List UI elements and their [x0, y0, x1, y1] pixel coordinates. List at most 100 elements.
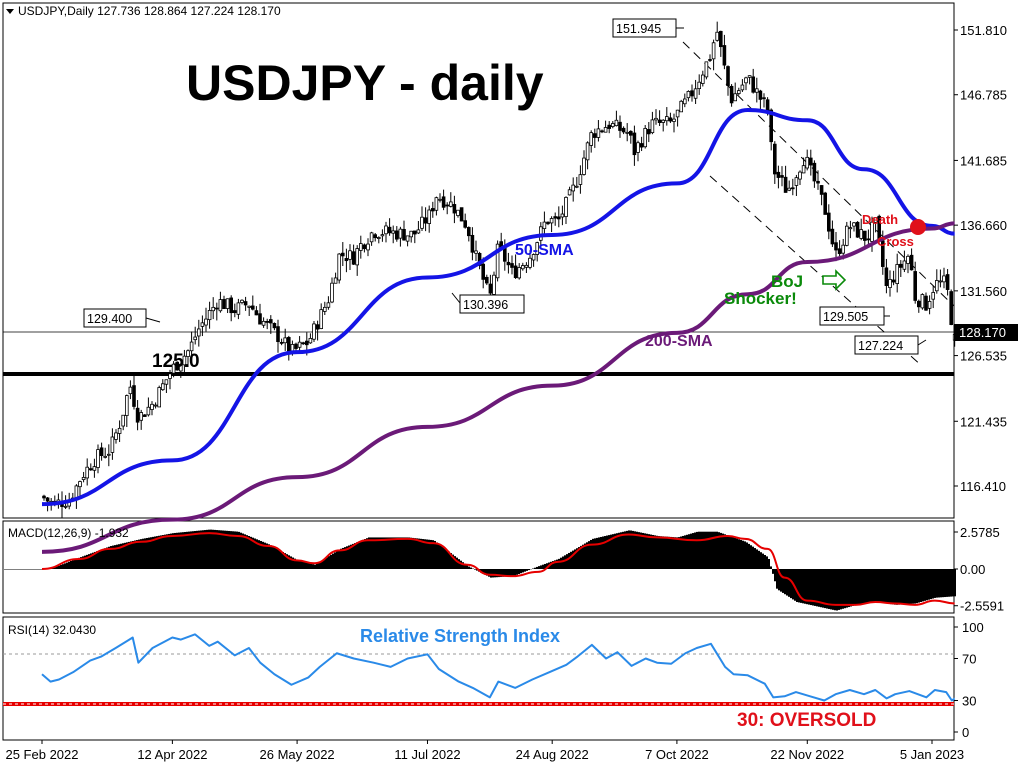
candle-body: [225, 298, 230, 309]
macd-bar: [104, 548, 106, 569]
macd-bar: [62, 564, 64, 569]
macd-bar: [164, 534, 166, 569]
macd-bar: [434, 540, 436, 569]
macd-bar: [644, 533, 646, 569]
macd-bar: [752, 546, 754, 569]
macd-bar: [204, 530, 206, 569]
macd-bar: [198, 530, 200, 569]
candle-body: [643, 128, 647, 148]
macd-bar: [770, 566, 772, 569]
candle-body: [430, 208, 435, 212]
macd-bar: [818, 569, 820, 607]
candle-body: [780, 175, 784, 178]
macd-bar: [366, 538, 368, 569]
macd-bar: [742, 540, 744, 569]
candle-body: [326, 302, 331, 308]
macd-bar: [210, 529, 212, 569]
candle-body: [319, 309, 323, 329]
candle-body: [434, 197, 439, 211]
candle-body: [279, 341, 284, 344]
rsi-tick-label: 30: [962, 694, 976, 709]
price-candles: [42, 21, 957, 518]
macd-bar: [538, 566, 540, 569]
macd-bar: [736, 538, 738, 569]
macd-bar: [128, 541, 130, 569]
macd-bar: [712, 531, 714, 569]
macd-bar: [948, 569, 950, 597]
candle-body: [402, 228, 406, 241]
macd-bar: [412, 537, 414, 569]
candle-body: [366, 243, 370, 251]
macd-bar: [14, 569, 16, 570]
macd-bar: [954, 569, 956, 597]
macd-bar: [74, 559, 76, 569]
macd-bar: [118, 544, 120, 569]
candle-body: [755, 88, 759, 93]
candle-body: [358, 243, 363, 251]
macd-bar: [496, 569, 498, 578]
macd-bar: [414, 538, 416, 569]
macd-bar: [444, 548, 446, 569]
candle-body: [575, 185, 579, 188]
macd-bar: [4, 569, 6, 570]
macd-bar: [136, 540, 138, 569]
candle-body: [222, 299, 226, 309]
macd-bar: [40, 569, 42, 570]
callout-127224: 127.224: [854, 335, 927, 355]
candle-body: [272, 323, 277, 329]
boj-label-2: Shocker!: [724, 289, 797, 308]
macd-bar: [70, 561, 72, 569]
macd-bar: [720, 532, 722, 569]
macd-bar: [244, 534, 246, 569]
macd-bar: [98, 550, 100, 569]
macd-bar: [526, 569, 528, 571]
trend-channel-lower: [709, 175, 923, 367]
candle-body: [848, 227, 853, 230]
candle-body: [186, 350, 190, 357]
macd-bar: [38, 569, 40, 570]
candle-body: [686, 90, 691, 99]
macd-bar: [134, 540, 136, 569]
price-tick-label: 121.435: [960, 414, 1007, 429]
candle-body: [827, 212, 831, 232]
candle-body: [513, 265, 518, 279]
macd-bar: [714, 531, 716, 569]
macd-bar: [416, 538, 418, 569]
candle-body: [107, 453, 111, 456]
candle-body: [283, 337, 287, 344]
candle-body: [859, 229, 863, 239]
candle-body: [42, 495, 46, 499]
candle-body: [398, 228, 403, 239]
macd-bar: [502, 569, 504, 577]
candle-body: [776, 171, 781, 178]
macd-bar: [320, 561, 322, 569]
candle-body: [452, 204, 457, 214]
macd-bar: [796, 569, 798, 603]
macd-bar: [858, 569, 860, 605]
macd-bar: [624, 531, 626, 569]
macd-bar: [934, 569, 936, 598]
macd-bar: [52, 567, 54, 569]
candle-body: [117, 427, 122, 434]
macd-bar: [302, 561, 304, 569]
macd-bar: [32, 569, 34, 570]
macd-bar: [206, 529, 208, 569]
candle-body: [924, 295, 928, 311]
candle-body: [769, 109, 773, 143]
macd-bar: [554, 560, 556, 569]
candle-body: [834, 242, 838, 251]
candle-body: [607, 124, 611, 129]
macd-bar: [322, 559, 324, 569]
candle-body: [132, 385, 136, 407]
macd-bar: [590, 539, 592, 569]
macd-bar: [842, 569, 844, 609]
macd-bar: [794, 569, 796, 601]
macd-bar: [68, 561, 70, 569]
macd-bar: [298, 560, 300, 569]
candle-body: [665, 116, 669, 122]
macd-bar: [856, 569, 858, 605]
candle-body: [110, 436, 115, 453]
macd-bar: [766, 556, 768, 569]
macd-bar: [922, 569, 924, 602]
macd-bar: [730, 536, 732, 569]
